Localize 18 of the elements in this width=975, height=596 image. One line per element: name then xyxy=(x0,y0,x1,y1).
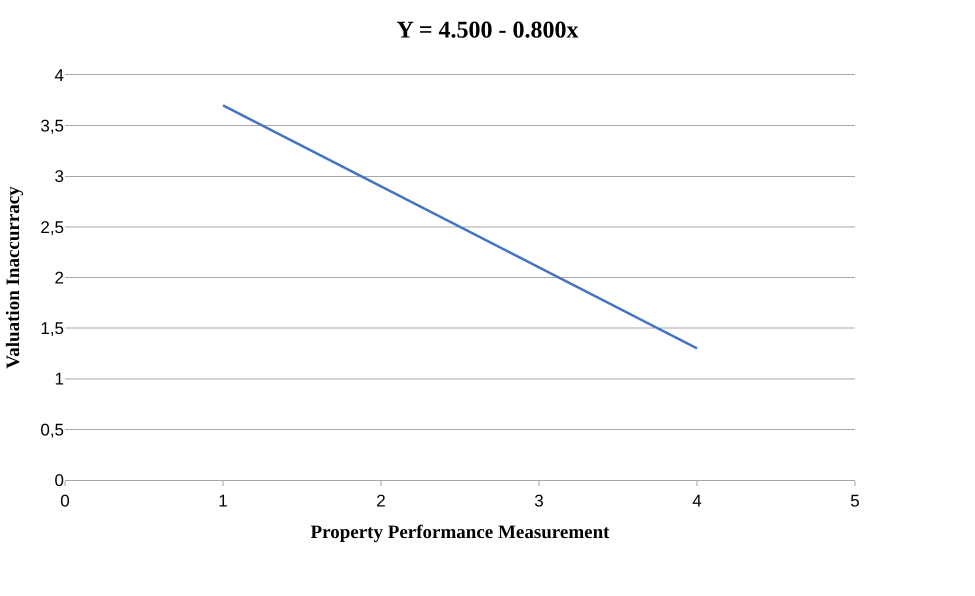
y-tick-label: 3 xyxy=(54,167,64,186)
y-tick-label: 2 xyxy=(54,268,64,288)
line-series xyxy=(222,104,698,350)
y-tick-label: 1 xyxy=(54,370,64,389)
y-tick-label: 4 xyxy=(54,66,64,85)
y-tick-label: 0,5 xyxy=(40,420,64,440)
x-tick-label: 2 xyxy=(376,491,386,510)
y-tick-label: 3,5 xyxy=(40,116,64,136)
x-tick-label: 4 xyxy=(692,491,702,510)
x-tick-label: 3 xyxy=(534,491,544,510)
y-axis-title: Valuation Inaccurracy xyxy=(3,186,24,369)
chart-title: Y = 4.500 - 0.800x xyxy=(396,18,579,44)
x-axis-title: Property Performance Measurement xyxy=(310,522,610,544)
y-tick-label: 1,5 xyxy=(40,319,64,338)
x-tick-label: 5 xyxy=(850,491,860,510)
x-tick-label: 1 xyxy=(218,491,228,510)
y-tick-label: 0 xyxy=(54,470,64,490)
y-tick-label: 2,5 xyxy=(40,218,64,237)
